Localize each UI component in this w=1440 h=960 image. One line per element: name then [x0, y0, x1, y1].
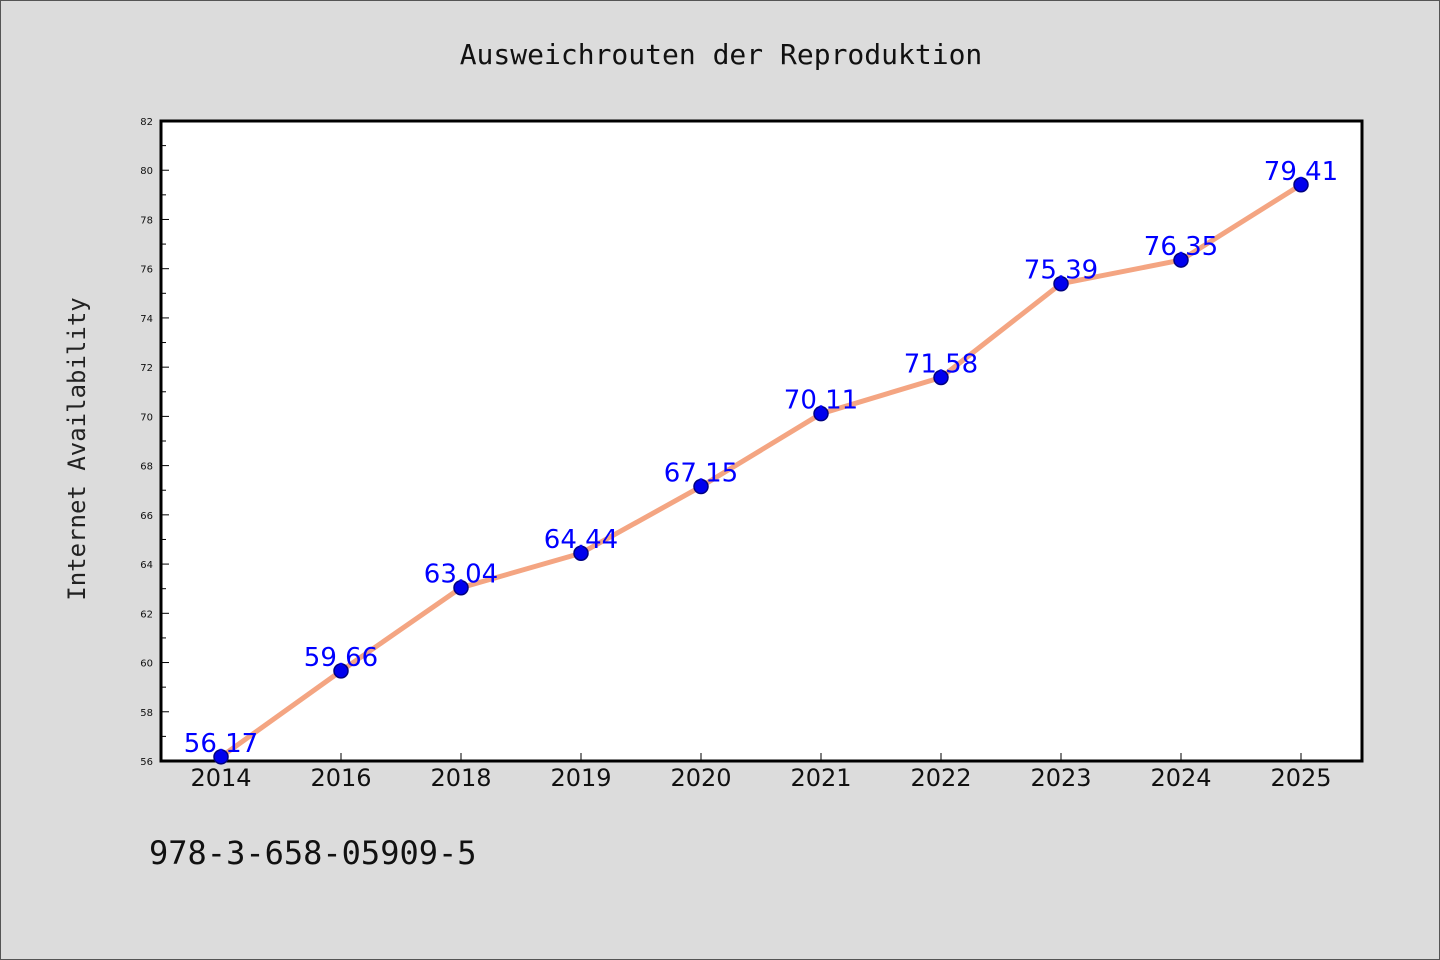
- y-tick-label: 62: [140, 609, 153, 620]
- y-tick-label: 68: [140, 462, 153, 473]
- data-label: 79.41: [1264, 157, 1338, 187]
- chart-title: Ausweichrouten der Reproduktion: [460, 38, 983, 71]
- series-line: [218, 182, 1304, 760]
- data-point: [1293, 177, 1309, 193]
- data-label: 67.15: [664, 459, 738, 489]
- y-axis-label: Internet Availability: [63, 297, 91, 600]
- y-tick-label: 60: [140, 659, 153, 670]
- data-point: [933, 369, 949, 386]
- data-label: 64.44: [544, 525, 618, 555]
- data-point: [333, 663, 349, 679]
- data-label: 70.11: [784, 386, 858, 416]
- data-point: [693, 478, 709, 495]
- y-tick-label: 76: [140, 265, 153, 276]
- x-axis: 2014 2016 2018 2019 2020 2021 2022 2023 2024 2025: [190, 753, 1332, 792]
- y-tick-label: 78: [140, 215, 153, 226]
- x-tick-label: 2020: [670, 764, 731, 792]
- x-tick-label: 2023: [1030, 764, 1091, 792]
- data-points: [213, 177, 1309, 765]
- data-point: [213, 749, 229, 765]
- x-tick-label: 2014: [190, 764, 251, 792]
- x-tick-label: 2022: [910, 764, 971, 792]
- data-label: 71.58: [904, 349, 978, 379]
- y-tick-label: 64: [140, 560, 153, 571]
- y-axis: 56 58 60 62 64 66 68 70 72 74 76 78 80 82: [140, 117, 169, 768]
- isbn-text: 978-3-658-05909-5: [149, 834, 477, 872]
- data-point: [1053, 275, 1069, 292]
- y-tick-label: 66: [140, 511, 153, 522]
- x-tick-label: 2024: [1150, 764, 1211, 792]
- y-tick-label: 82: [140, 117, 153, 128]
- data-label: 63.04: [424, 560, 498, 590]
- data-labels: 56.17 59.66 63.04 64.44 67.15 70.11 71.58 75.39…: [184, 157, 1338, 759]
- x-tick-label: 2021: [790, 764, 851, 792]
- data-label: 75.39: [1024, 256, 1098, 286]
- x-tick-label: 2018: [430, 764, 491, 792]
- data-point: [813, 405, 829, 422]
- x-tick-label: 2016: [310, 764, 371, 792]
- x-tick-label: 2019: [550, 764, 611, 792]
- data-label: 56.17: [184, 729, 258, 759]
- y-tick-label: 80: [140, 166, 153, 177]
- data-label: 76.35: [1144, 232, 1218, 262]
- data-label: 59.66: [304, 643, 378, 673]
- y-tick-label: 56: [140, 757, 153, 768]
- y-tick-label: 58: [140, 708, 153, 719]
- x-tick-label: 2025: [1270, 764, 1331, 792]
- y-tick-label: 74: [140, 314, 153, 325]
- data-point: [573, 545, 589, 561]
- y-tick-label: 72: [140, 363, 153, 374]
- data-point: [1173, 252, 1189, 268]
- y-tick-label: 70: [140, 412, 153, 423]
- data-point: [453, 579, 469, 596]
